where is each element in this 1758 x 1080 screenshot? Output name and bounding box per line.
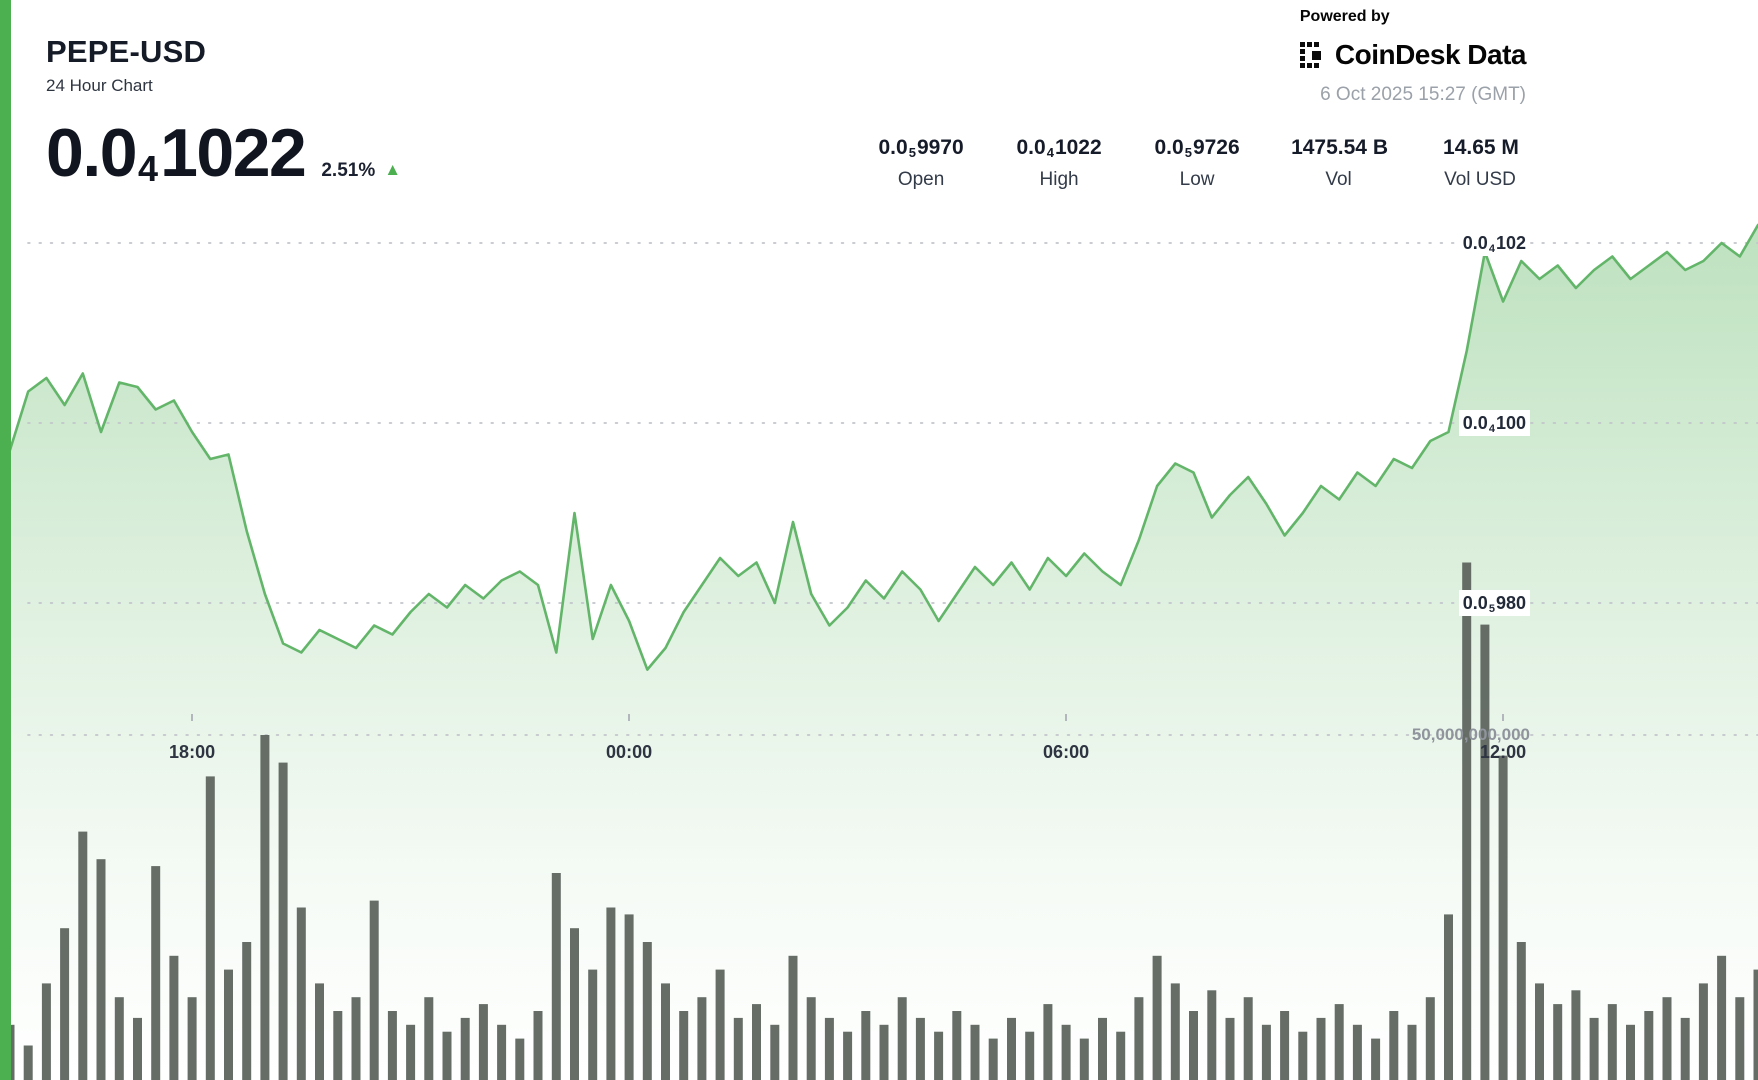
stat-high-digits: 1022 (1054, 136, 1102, 159)
stat-low-label: Low (1179, 169, 1215, 190)
stat-high-value: 0.041022 (1013, 136, 1105, 160)
up-triangle-icon: ▲ (384, 160, 402, 179)
stat-volume-subscript (1289, 145, 1291, 160)
stat-low-subscript: 5 (1184, 145, 1192, 160)
stat-open-digits: 9970 (916, 136, 964, 159)
symbol-title: PEPE-USD (46, 34, 207, 69)
stat-volume-value: 1475.54 B (1289, 136, 1388, 160)
stat-low-value: 0.059726 (1151, 136, 1243, 160)
stat-open-prefix: 0.0 (878, 136, 908, 159)
stat-open-subscript: 5 (908, 145, 916, 160)
stat-high-prefix: 0.0 (1016, 136, 1046, 159)
left-accent-bar (0, 0, 11, 1080)
stat-volume: 1475.54 B Vol (1289, 136, 1388, 191)
price-zeros-subscript: 4 (138, 148, 159, 189)
stat-volume-label: Vol (1325, 169, 1352, 190)
stat-open: 0.059970 Open (875, 136, 967, 191)
stat-volume-usd-digits: 14.65 M (1443, 136, 1519, 159)
ohlc-stats-row: 0.059970 Open 0.041022 High 0.059726 Low… (875, 136, 1526, 191)
stat-open-value: 0.059970 (875, 136, 967, 160)
stat-open-label: Open (897, 169, 945, 190)
price-row: 0.041022 2.51% ▲ (46, 114, 401, 192)
current-price: 0.041022 (46, 114, 307, 192)
stat-volume-usd-value: 14.65 M (1434, 136, 1526, 160)
chart-timestamp: 6 Oct 2025 15:27 (GMT) (1320, 84, 1526, 105)
price-change: 2.51% ▲ (321, 160, 401, 182)
stat-high-subscript: 4 (1046, 145, 1054, 160)
stat-high-label: High (1039, 169, 1079, 190)
title-block: PEPE-USD 24 Hour Chart (46, 34, 206, 96)
stat-volume-digits: 1475.54 B (1291, 136, 1388, 159)
stat-volume-usd-label: Vol USD (1444, 169, 1516, 190)
stat-volume-usd-subscript (1441, 145, 1443, 160)
price-prefix: 0.0 (46, 115, 138, 191)
stat-volume-usd: 14.65 M Vol USD (1434, 136, 1526, 191)
price-digits: 1022 (160, 115, 307, 191)
stat-low-prefix: 0.0 (1154, 136, 1184, 159)
brand-name: CoinDesk Data (1334, 39, 1527, 70)
stat-low-digits: 9726 (1192, 136, 1240, 159)
stat-high: 0.041022 High (1013, 136, 1105, 191)
coindesk-data-logo[interactable]: CoinDesk Data (1299, 39, 1527, 71)
chart-subtitle: 24 Hour Chart (46, 76, 153, 95)
coindesk-logo-icon (1299, 42, 1326, 68)
powered-by-label: Powered by (1299, 8, 1390, 25)
stat-low: 0.059726 Low (1151, 136, 1243, 191)
change-percent: 2.51% (321, 160, 376, 181)
powered-by-block: Powered by CoinDesk Data 6 Oct 2025 15:2… (1299, 8, 1527, 106)
